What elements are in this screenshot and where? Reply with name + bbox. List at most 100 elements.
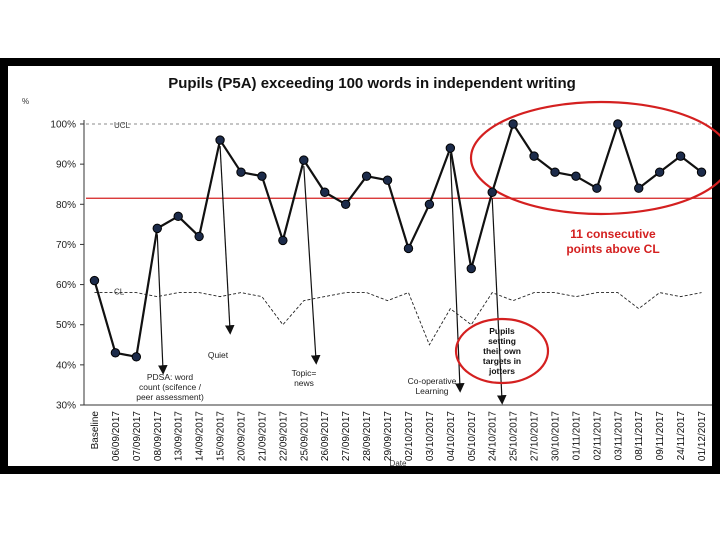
data-point bbox=[424, 199, 435, 209]
data-point bbox=[236, 167, 246, 177]
x-tick-label: 21/09/2017 bbox=[257, 411, 268, 461]
annotation-arrow bbox=[156, 234, 168, 375]
x-tick-label: 06/09/2017 bbox=[111, 411, 122, 461]
frame-right bbox=[712, 58, 720, 474]
data-point bbox=[696, 167, 707, 177]
x-tick-label: 26/09/2017 bbox=[320, 411, 331, 461]
highlight-ellipse bbox=[469, 100, 720, 216]
x-tick-label: 14/09/2017 bbox=[195, 411, 206, 461]
annotation-text: setting bbox=[488, 336, 516, 346]
y-tick-label: 90% bbox=[56, 160, 76, 171]
x-tick-label: 15/09/2017 bbox=[216, 411, 227, 461]
x-tick-label: 28/09/2017 bbox=[362, 411, 373, 461]
x-tick-label: 30/10/2017 bbox=[551, 411, 562, 461]
x-tick-label: 24/10/2017 bbox=[488, 411, 499, 461]
y-tick-label: 30% bbox=[56, 401, 76, 412]
frame-left bbox=[0, 58, 8, 474]
x-tick-label: 01/12/2017 bbox=[697, 411, 708, 461]
x-tick-label: 07/09/2017 bbox=[132, 411, 143, 461]
annotation-text: targets in bbox=[483, 356, 521, 366]
annotation-arrow bbox=[303, 166, 321, 365]
data-point bbox=[110, 348, 121, 358]
x-tick-label: Baseline bbox=[90, 411, 101, 450]
annotation-circle bbox=[454, 317, 550, 385]
x-tick-label: 05/10/2017 bbox=[467, 411, 478, 461]
annotation-text: Learning bbox=[415, 386, 448, 396]
data-point bbox=[634, 183, 644, 193]
annotation-arrow bbox=[219, 146, 235, 335]
series-layer: CL bbox=[89, 119, 707, 362]
annotation-text: jotters bbox=[488, 366, 515, 376]
annotation-text: Co-operative bbox=[408, 376, 457, 386]
x-tick-label: 08/11/2017 bbox=[634, 411, 645, 461]
x-tick-label: 27/10/2017 bbox=[530, 411, 541, 461]
data-point bbox=[278, 235, 288, 246]
x-tick-label: 25/09/2017 bbox=[299, 411, 310, 461]
data-point bbox=[675, 151, 686, 161]
y-tick-label: 60% bbox=[56, 280, 76, 291]
x-tick-label: 08/09/2017 bbox=[153, 411, 164, 461]
y-axis: 30% 40% 50% 60% 70% 80% 90% 100% bbox=[50, 120, 712, 412]
data-point bbox=[320, 187, 330, 197]
highlight-text: points above CL bbox=[566, 242, 659, 256]
data-point bbox=[382, 175, 393, 185]
control-limits: UCL bbox=[86, 121, 712, 199]
x-tick-label: 02/11/2017 bbox=[592, 411, 603, 461]
x-tick-label: 20/09/2017 bbox=[237, 411, 248, 461]
data-point bbox=[131, 352, 142, 362]
y-tick-label: 100% bbox=[50, 120, 76, 131]
lower-limit-line bbox=[94, 292, 702, 346]
annotation-text: PDSA: word bbox=[147, 372, 194, 382]
y-tick-label: 50% bbox=[56, 320, 76, 331]
x-tick-label: 25/10/2017 bbox=[509, 411, 520, 461]
x-tick-label: 02/10/2017 bbox=[404, 411, 415, 461]
data-point bbox=[340, 199, 351, 209]
data-point bbox=[571, 171, 581, 181]
annotation-text: count (scifence / bbox=[139, 382, 202, 392]
data-point bbox=[152, 223, 162, 234]
x-tick-label: 03/10/2017 bbox=[425, 411, 436, 461]
annotation-text: Pupils bbox=[489, 326, 515, 336]
y-tick-label: 80% bbox=[56, 200, 76, 211]
x-tick-label: 13/09/2017 bbox=[174, 411, 185, 461]
data-point bbox=[89, 275, 100, 286]
data-point bbox=[299, 155, 309, 165]
data-point bbox=[361, 171, 372, 181]
x-tick-label: 24/11/2017 bbox=[676, 411, 687, 461]
y-tick-label: 70% bbox=[56, 240, 76, 251]
data-point bbox=[654, 167, 665, 177]
data-line bbox=[93, 122, 703, 358]
annotation-arrow bbox=[449, 154, 465, 393]
data-point bbox=[257, 171, 267, 181]
data-point bbox=[550, 167, 560, 177]
frame-bottom bbox=[0, 466, 720, 474]
data-point bbox=[466, 263, 476, 274]
data-point bbox=[529, 151, 539, 161]
data-point bbox=[508, 119, 518, 129]
y-unit-label: % bbox=[22, 97, 29, 106]
x-tick-label: 03/11/2017 bbox=[613, 411, 624, 461]
data-point bbox=[173, 211, 183, 222]
x-tick-label: 29/09/2017 bbox=[383, 411, 394, 461]
data-point bbox=[592, 183, 602, 193]
annotation-text: Topic= bbox=[292, 368, 317, 378]
data-point bbox=[613, 119, 623, 129]
y-tick-label: 40% bbox=[56, 360, 76, 371]
x-tick-label: 22/09/2017 bbox=[278, 411, 289, 461]
data-point bbox=[403, 243, 414, 254]
data-point bbox=[487, 187, 497, 197]
data-point bbox=[215, 135, 225, 145]
cl-label: CL bbox=[114, 288, 125, 297]
data-point bbox=[445, 143, 456, 153]
highlight-text: 11 consecutive bbox=[570, 227, 656, 241]
x-tick-label: 01/11/2017 bbox=[571, 411, 582, 461]
annotation-text: peer assessment) bbox=[136, 392, 204, 402]
chart-title: Pupils (P5A) exceeding 100 words in inde… bbox=[168, 75, 576, 92]
ucl-label: UCL bbox=[114, 121, 131, 130]
x-axis: Baseline 06/09/2017 07/09/2017 08/09/2017 13… bbox=[90, 411, 708, 462]
annotation-text: news bbox=[294, 378, 314, 388]
x-tick-label: 09/11/2017 bbox=[655, 411, 666, 461]
